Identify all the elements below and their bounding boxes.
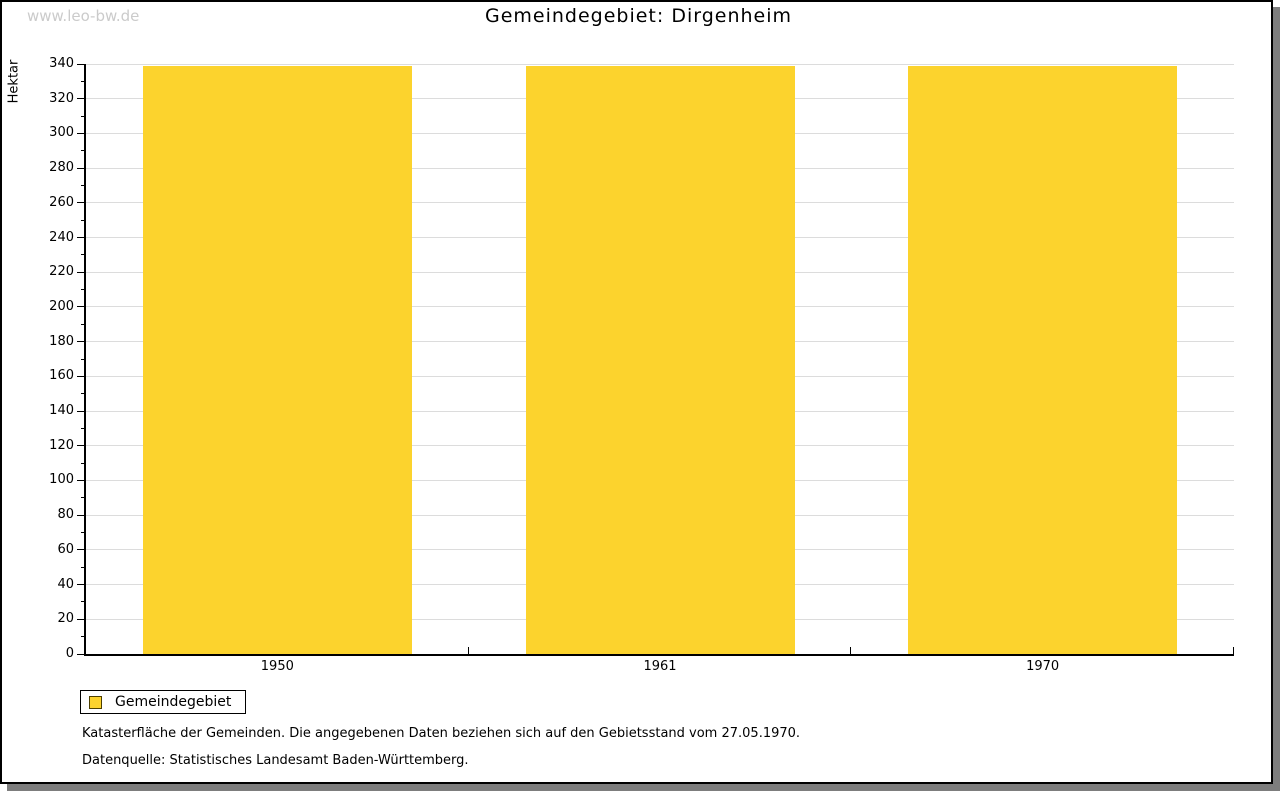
y-major-tick bbox=[77, 514, 86, 516]
y-minor-tick bbox=[81, 254, 86, 256]
y-minor-tick bbox=[81, 184, 86, 186]
y-minor-tick bbox=[81, 601, 86, 603]
y-tick-label: 240 bbox=[49, 229, 74, 245]
footnote-source-note: Katasterfläche der Gemeinden. Die angege… bbox=[82, 726, 801, 741]
bar-1950 bbox=[142, 65, 412, 654]
legend-label: Gemeindegebiet bbox=[115, 694, 232, 710]
y-major-tick bbox=[77, 549, 86, 551]
x-boundary-tick bbox=[1233, 647, 1234, 654]
y-axis-line bbox=[84, 64, 86, 656]
y-major-tick bbox=[77, 237, 86, 239]
y-tick-label: 40 bbox=[57, 576, 74, 592]
legend-swatch-icon bbox=[89, 695, 102, 709]
y-major-tick bbox=[77, 445, 86, 447]
y-major-tick bbox=[77, 202, 86, 204]
y-tick-label: 100 bbox=[49, 472, 74, 488]
x-boundary-tick bbox=[467, 647, 469, 654]
y-minor-tick bbox=[81, 636, 86, 638]
y-tick-label: 180 bbox=[49, 333, 74, 349]
y-tick-label: 260 bbox=[49, 194, 74, 210]
y-minor-tick bbox=[81, 566, 86, 568]
y-minor-tick bbox=[81, 150, 86, 152]
y-major-tick bbox=[77, 375, 86, 377]
y-tick-label: 120 bbox=[49, 437, 74, 453]
y-tick-label: 160 bbox=[49, 368, 74, 384]
footnote-data-source: Datenquelle: Statistisches Landesamt Bad… bbox=[82, 753, 469, 768]
y-tick-label: 300 bbox=[49, 125, 74, 141]
y-minor-tick bbox=[81, 427, 86, 429]
y-tick-label: 60 bbox=[57, 541, 74, 557]
bar-1961 bbox=[525, 65, 795, 654]
x-tick-label: 1950 bbox=[260, 659, 294, 674]
y-major-tick bbox=[77, 584, 86, 586]
chart-title: Gemeindegebiet: Dirgenheim bbox=[484, 5, 793, 27]
y-minor-tick bbox=[81, 219, 86, 221]
x-axis-line bbox=[84, 654, 1234, 656]
y-major-tick bbox=[77, 132, 86, 134]
x-boundary-tick bbox=[850, 647, 852, 654]
y-minor-tick bbox=[81, 80, 86, 82]
y-major-tick bbox=[77, 341, 86, 343]
y-major-tick bbox=[77, 306, 86, 308]
y-tick-label: 220 bbox=[49, 264, 74, 280]
y-major-tick bbox=[77, 167, 86, 169]
y-minor-tick bbox=[81, 462, 86, 464]
y-tick-label: 140 bbox=[49, 403, 74, 419]
y-minor-tick bbox=[81, 289, 86, 291]
y-major-tick bbox=[77, 271, 86, 273]
y-minor-tick bbox=[81, 323, 86, 325]
y-minor-tick bbox=[81, 532, 86, 534]
y-major-tick bbox=[77, 618, 86, 620]
y-tick-label: 80 bbox=[57, 507, 74, 523]
y-minor-tick bbox=[81, 358, 86, 360]
y-tick-label: 280 bbox=[49, 160, 74, 176]
y-tick-label: 200 bbox=[49, 298, 74, 314]
y-minor-tick bbox=[81, 115, 86, 117]
y-gridline bbox=[86, 63, 1234, 65]
y-major-tick bbox=[77, 479, 86, 481]
y-major-tick bbox=[77, 98, 86, 100]
y-tick-label: 0 bbox=[65, 646, 74, 661]
y-minor-tick bbox=[81, 497, 86, 499]
y-major-tick bbox=[77, 63, 86, 65]
x-tick-label: 1970 bbox=[1026, 659, 1060, 674]
y-tick-label: 20 bbox=[57, 611, 74, 627]
x-tick-label: 1961 bbox=[643, 659, 677, 674]
bar-1970 bbox=[908, 65, 1178, 654]
y-major-tick bbox=[77, 653, 86, 655]
legend-box: Gemeindegebiet bbox=[80, 690, 247, 714]
y-major-tick bbox=[77, 410, 86, 412]
y-tick-label: 340 bbox=[49, 56, 74, 71]
y-tick-label: 320 bbox=[49, 90, 74, 106]
y-minor-tick bbox=[81, 393, 86, 395]
watermark: www.leo-bw.de bbox=[27, 7, 140, 25]
